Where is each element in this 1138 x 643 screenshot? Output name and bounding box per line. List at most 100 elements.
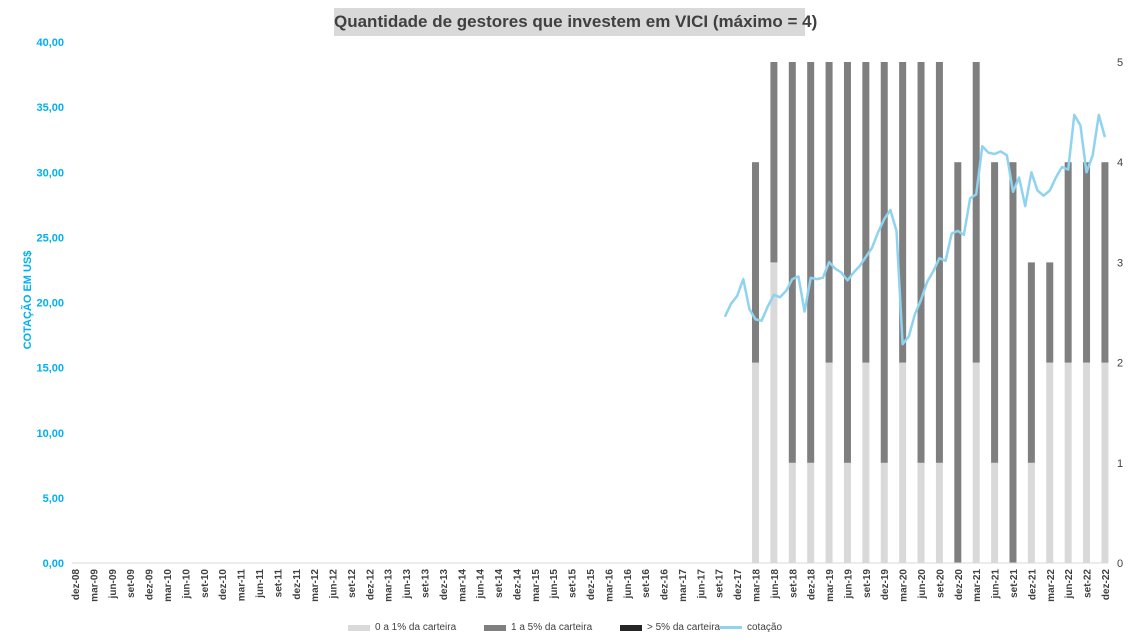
x-tick-label: set-18 [788,569,799,598]
x-tick-label: set-22 [1083,569,1094,598]
x-tick-label: dez-08 [71,569,82,601]
y-left-tick-label: 35,00 [36,102,64,114]
bar-segment-1 [954,162,962,563]
y-left-tick-label: 5,00 [43,493,64,505]
x-tick-label: mar-22 [1046,569,1057,602]
legend-item-cotacao: cotação [720,622,782,633]
bar-segment-0 [807,462,815,563]
bar-segment-1 [770,62,778,263]
x-tick-label: set-09 [126,569,137,598]
legend-swatch-cotacao [720,626,742,629]
x-tick-label: dez-13 [439,569,450,601]
legend-item-1-5: 1 a 5% da carteira [484,622,592,633]
bar-segment-1 [825,62,833,363]
y-left-tick-label: 40,00 [36,37,64,49]
bar-segment-0 [1046,362,1054,563]
bar-segment-1 [843,62,851,463]
x-tick-label: jun-13 [402,569,413,600]
x-tick-label: jun-11 [255,569,266,599]
bar-segment-1 [752,162,760,363]
x-tick-label: mar-21 [972,569,983,602]
x-tick-label: mar-09 [89,569,100,602]
y-left-tick-label: 0,00 [43,558,64,570]
legend-item-gt5: > 5% da carteira [620,622,720,633]
y-right-tick-label: 3 [1117,257,1123,269]
y-right-tick-label: 0 [1117,558,1123,570]
bar-segment-0 [1064,362,1072,563]
x-tick-label: dez-18 [807,569,818,601]
y-right-tick-label: 4 [1117,157,1123,169]
bar-segment-1 [862,62,870,363]
bar-segment-0 [752,362,760,563]
legend-label-0-1: 0 a 1% da carteira [375,622,457,633]
legend-label-1-5: 1 a 5% da carteira [511,622,593,633]
bar-segment-1 [899,62,907,363]
y-left-tick-label: 25,00 [36,232,64,244]
y-left-tick-label: 20,00 [36,298,64,310]
line-cotacao [723,113,1107,346]
x-tick-label: dez-11 [292,569,303,600]
x-tick-label: jun-21 [991,569,1002,600]
x-tick-label: set-17 [715,569,726,598]
bar-segment-0 [843,462,851,563]
x-tick-label: mar-12 [310,569,321,602]
x-tick-label: jun-12 [329,569,340,600]
x-tick-label: dez-09 [145,569,156,601]
bar-segment-1 [1083,162,1091,363]
y-right-tick-label: 1 [1117,458,1123,470]
x-tick-label: mar-13 [384,569,395,602]
x-tick-label: set-13 [420,569,431,598]
x-tick-label: dez-15 [586,569,597,601]
bar-segment-1 [935,62,943,463]
x-tick-label: dez-21 [1027,569,1038,601]
bar-segment-0 [899,362,907,563]
x-tick-label: jun-14 [476,569,487,600]
legend-label-cotacao: cotação [747,622,783,633]
bar-segment-1 [1101,162,1109,363]
y-left-tick-label: 10,00 [36,428,64,440]
x-tick-label: mar-17 [678,569,689,602]
x-tick-label: jun-10 [181,569,192,600]
x-tick-label: jun-09 [108,569,119,600]
x-tick-label: mar-19 [825,569,836,602]
x-tick-label: set-15 [568,569,579,598]
x-tick-label: set-21 [1009,569,1020,598]
legend-swatch-1-5 [484,624,506,631]
x-tick-label: set-14 [494,569,505,598]
x-tick-label: set-19 [862,569,873,598]
bar-segment-1 [880,62,888,463]
legend-swatch-0-1 [348,624,370,631]
x-tick-label: dez-19 [880,569,891,601]
x-tick-label: dez-17 [733,569,744,601]
bar-segment-0 [1027,462,1035,563]
y-left-tick-label: 15,00 [36,363,64,375]
bar-segment-1 [972,62,980,363]
x-tick-label: jun-19 [843,569,854,600]
chart-title: Quantidade de gestores que investem em V… [334,8,817,36]
bar-segment-0 [1083,362,1091,563]
bar-segment-0 [991,462,999,563]
y-right-tick-label: 5 [1117,57,1123,69]
bar-segment-1 [1027,262,1035,463]
x-tick-label: mar-11 [237,569,248,602]
bar-segment-0 [862,362,870,563]
x-tick-label: mar-20 [899,569,910,602]
legend: 0 a 1% da carteira 1 a 5% da carteira > … [0,622,1138,636]
x-tick-label: jun-18 [770,569,781,600]
line-group [723,113,1107,346]
x-tick-label: jun-17 [696,569,707,600]
bar-segment-0 [1101,362,1109,563]
legend-item-0-1: 0 a 1% da carteira [348,622,456,633]
x-tick-label: dez-14 [512,569,523,601]
bar-segment-0 [825,362,833,563]
x-tick-label: set-10 [200,569,211,598]
bar-segment-0 [917,462,925,563]
bar-segment-0 [788,462,796,563]
bar-segment-1 [1064,162,1072,363]
x-tick-label: dez-22 [1101,569,1112,601]
x-tick-label: mar-15 [531,569,542,602]
x-tick-label: dez-12 [365,569,376,601]
x-tick-label: mar-16 [604,569,615,602]
bar-segment-0 [972,362,980,563]
